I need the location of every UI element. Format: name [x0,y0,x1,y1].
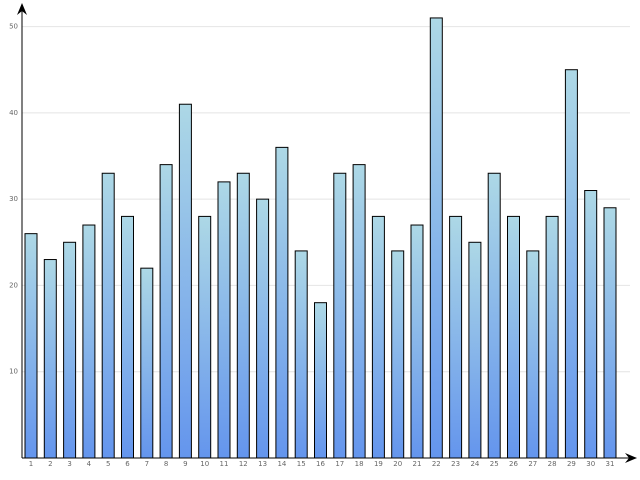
y-tick-label: 50 [9,23,18,31]
bar [564,69,578,459]
x-tick-label: 14 [277,460,286,468]
bar [314,302,327,459]
bar [584,190,598,459]
bar [82,224,96,459]
x-tick-label: 3 [67,460,71,468]
x-tick-label: 22 [432,460,441,468]
x-tick-label: 16 [316,460,325,468]
x-tick-label: 12 [239,460,248,468]
x-tick-label: 30 [586,460,595,468]
x-tick-label: 17 [335,460,344,468]
bar [507,215,520,459]
x-tick-label: 27 [528,460,537,468]
x-tick-label: 13 [258,460,267,468]
x-tick-label: 28 [548,460,557,468]
x-tick-label: 1 [29,460,33,468]
bar [410,224,424,459]
x-tick-label: 25 [490,460,499,468]
bar [198,215,212,459]
bar [333,172,347,459]
x-tick-label: 31 [606,460,615,468]
bar [121,215,134,459]
bars [24,17,617,459]
x-tick-label: 20 [393,460,402,468]
bar [371,215,385,459]
x-tick-label: 29 [567,460,576,468]
x-tick-label: 7 [145,460,149,468]
x-tick-label: 18 [355,460,364,468]
x-axis-arrow [625,453,637,463]
bar [603,207,617,459]
bar [178,103,192,459]
x-tick-label: 8 [164,460,168,468]
bar [63,241,77,459]
y-axis-arrow [17,3,27,15]
bar [217,181,231,459]
x-tick-label: 5 [106,460,110,468]
bar [526,250,540,459]
bar [275,146,289,459]
bar [468,241,482,459]
bar [391,250,405,459]
bar [24,233,38,459]
y-tick-label: 40 [9,109,18,117]
x-tick-label: 19 [374,460,383,468]
y-tick-label: 30 [9,195,18,203]
x-tick-label: 11 [220,460,229,468]
x-tick-label: 2 [48,460,52,468]
y-tick-label: 20 [9,281,18,289]
x-tick-label: 15 [297,460,306,468]
bar [101,172,115,459]
bar [545,215,559,459]
bar [140,267,154,459]
x-tick-label: 10 [200,460,209,468]
bar [43,259,57,459]
bar [352,164,366,459]
bar [159,164,173,459]
x-tick-label: 9 [183,460,187,468]
x-tick-label: 24 [470,460,479,468]
x-tick-label: 21 [413,460,422,468]
y-tick-label: 10 [9,368,18,376]
bar [294,250,308,459]
x-tick-label: 26 [509,460,518,468]
bar [487,172,501,459]
bar [236,172,250,459]
x-tick-label: 4 [87,460,92,468]
x-tick-label: 23 [451,460,460,468]
x-tick-label: 6 [125,460,130,468]
bar [449,215,463,459]
bar [256,198,270,459]
bar [429,17,443,459]
